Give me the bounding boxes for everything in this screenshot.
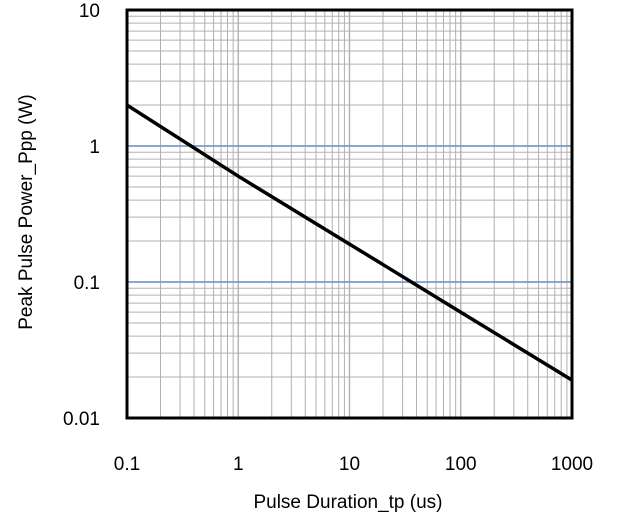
x-tick-label: 1000 <box>551 454 593 475</box>
series-line-0 <box>126 103 573 382</box>
series-layer <box>126 103 573 382</box>
y-tick-label: 0.01 <box>63 409 100 430</box>
x-axis-label: Pulse Duration_tp (us) <box>253 492 442 513</box>
grid <box>127 10 572 418</box>
plot-frame <box>125 8 574 420</box>
y-tick-label: 10 <box>79 1 100 22</box>
y-tick-label: 0.1 <box>74 273 100 294</box>
x-tick-label: 100 <box>445 454 477 475</box>
y-tick-label: 1 <box>89 137 100 158</box>
y-tick-labels: 0.01 0.1 1 10 <box>63 1 100 430</box>
x-tick-label: 10 <box>339 454 360 475</box>
x-tick-labels: 0.1 1 10 100 1000 <box>114 454 593 475</box>
y-axis-label: Peak Pulse Power_Ppp (W) <box>16 94 37 330</box>
x-tick-label: 1 <box>233 454 244 475</box>
x-tick-label: 0.1 <box>114 454 140 475</box>
